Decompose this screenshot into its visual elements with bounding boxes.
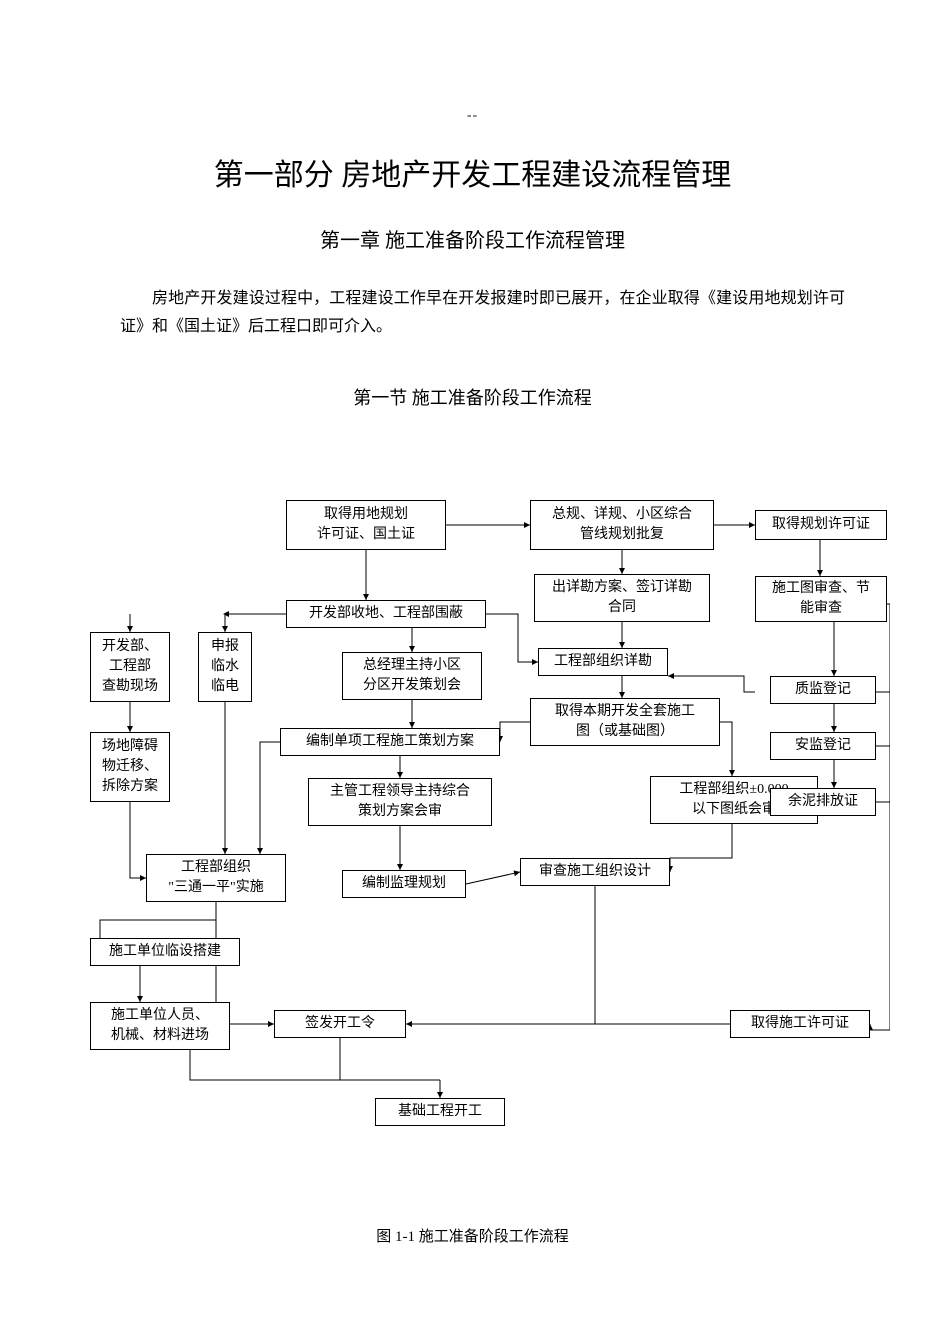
node-n1: 取得用地规划许可证、国土证 [286, 500, 446, 550]
node-n13: 编制单项工程施工策划方案 [280, 728, 500, 756]
node-n2: 总规、详规、小区综合管线规划批复 [530, 500, 714, 550]
node-n8: 总经理主持小区分区开发策划会 [342, 652, 482, 700]
flowchart: 取得用地规划许可证、国土证 总规、详规、小区综合管线规划批复 取得规划许可证出详勘方… [90, 500, 890, 1170]
node-n22: 施工单位临设搭建 [90, 938, 240, 966]
node-n19: 审查施工组织设计 [520, 858, 670, 886]
node-n11: 取得本期开发全套施工图（或基础图） [530, 698, 720, 746]
node-n14: 安监登记 [770, 732, 876, 760]
node-n7: 工程部组织详勘 [538, 648, 668, 676]
chapter-title: 第一章 施工准备阶段工作流程管理 [0, 224, 945, 253]
dashes: -- [0, 108, 945, 124]
node-n16: 主管工程领导主持综合策划方案会审 [308, 778, 492, 826]
part-title: 第一部分 房地产开发工程建设流程管理 [0, 150, 945, 194]
figure-caption: 图 1-1 施工准备阶段工作流程 [0, 1225, 945, 1246]
page: -- 第一部分 房地产开发工程建设流程管理 第一章 施工准备阶段工作流程管理 房… [0, 0, 945, 1337]
node-n25: 取得施工许可证 [730, 1010, 870, 1038]
section-title: 第一节 施工准备阶段工作流程 [0, 384, 945, 410]
node-n12: 质监登记 [770, 676, 876, 704]
node-n24: 签发开工令 [274, 1010, 406, 1038]
node-n20: 编制监理规划 [342, 870, 466, 898]
intro-paragraph: 房地产开发建设过程中，工程建设工作早在开发报建时即已展开，在企业取得《建设用地规… [120, 285, 845, 341]
node-n10: 申报临水临电 [198, 632, 252, 702]
node-n21: 工程部组织"三通一平"实施 [146, 854, 286, 902]
node-n5: 施工图审查、节能审查 [755, 576, 887, 622]
node-n18: 余泥排放证 [770, 788, 876, 816]
node-n23: 施工单位人员、机械、材料进场 [90, 1002, 230, 1050]
node-n26: 基础工程开工 [375, 1098, 505, 1126]
node-n9: 开发部、工程部查勘现场 [90, 632, 170, 702]
node-n15: 场地障碍物迁移、拆除方案 [90, 732, 170, 802]
node-n4: 出详勘方案、签订详勘合同 [534, 574, 710, 622]
node-n6: 开发部收地、工程部围蔽 [286, 600, 486, 628]
node-n3: 取得规划许可证 [755, 510, 887, 540]
